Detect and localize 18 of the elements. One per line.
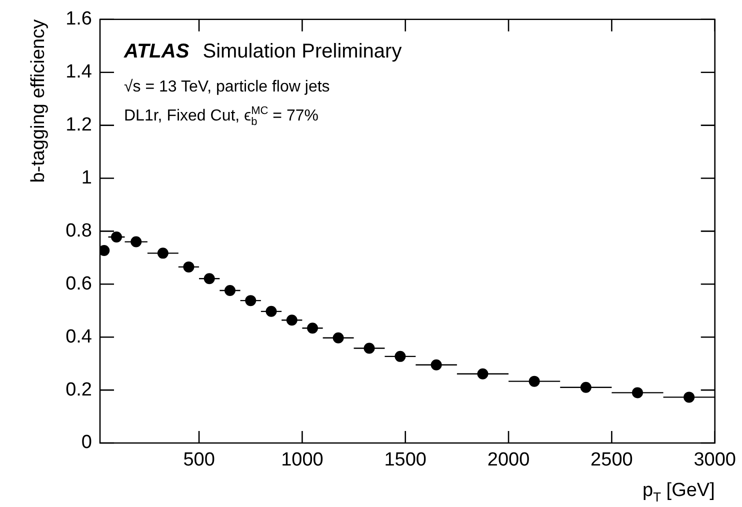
y-tick-label: 0.8: [66, 220, 92, 242]
x-tick-label: 500: [183, 450, 215, 471]
x-tick-label: 2000: [487, 450, 530, 471]
y-tick-label: 1.4: [66, 62, 92, 83]
y-tick-label: 1.2: [66, 114, 92, 136]
x-tick-label: 2500: [590, 450, 633, 471]
x-tick-label: 1000: [281, 450, 324, 471]
y-axis-title: b-tagging efficiency: [28, 18, 49, 183]
y-tick-label: 0.2: [66, 379, 92, 400]
y-tick-label: 0.4: [66, 326, 92, 348]
y-tick-label: 1.6: [66, 8, 92, 30]
x-tick-label: 1500: [384, 450, 427, 471]
annotation: ATLAS Simulation Preliminary: [123, 40, 402, 62]
y-tick-label: 0: [81, 432, 92, 454]
x-tick-label: 3000: [694, 450, 736, 471]
y-tick-label: 0.6: [66, 273, 92, 294]
annotation: √s = 13 TeV, particle flow jets: [124, 78, 330, 96]
y-tick-label: 1: [81, 167, 92, 188]
